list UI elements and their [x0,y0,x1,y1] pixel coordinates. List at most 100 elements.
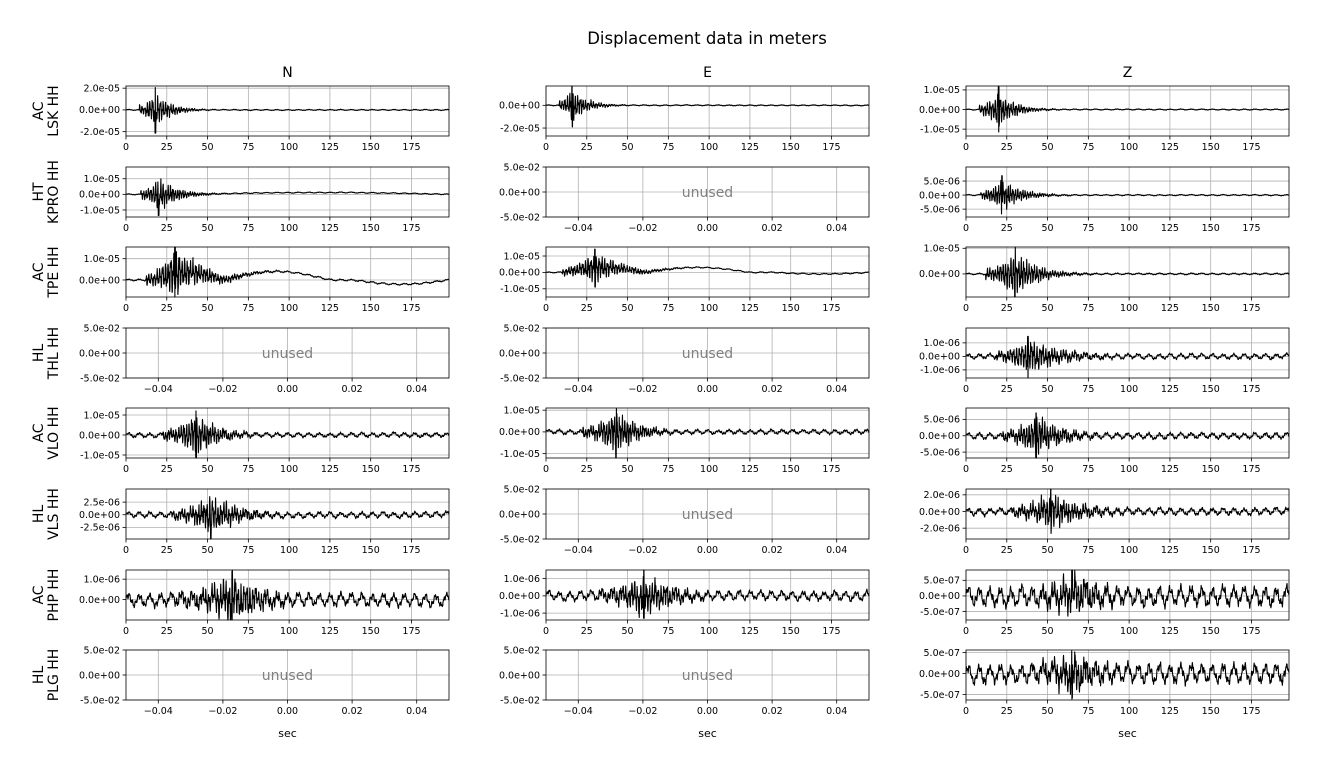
x-tick-label: 0.00 [277,706,298,717]
x-tick-label: 175 [1242,303,1260,314]
y-tick-label: -1.0e-06 [500,608,540,619]
row-label-network: HL [31,666,47,685]
y-tick-label: 0.0e+00 [919,591,960,602]
y-tick-label: 5.0e-07 [924,648,960,659]
panel-r0-c1: 0 25 50 75 100 125 150 175 -2.0e-05 0.0e+00 [499,85,870,153]
x-tick-label: 150 [782,626,800,637]
x-tick-label: 150 [362,223,380,234]
y-tick-label: -5.0e-07 [920,690,960,701]
panel-r0-c2: 0 25 50 75 100 125 150 175 -1.0e-05 0.0e+00 1.0e-0… [919,85,1290,153]
x-tick-label: 0.02 [762,223,783,234]
x-axis-label: sec [698,727,717,740]
x-tick-label: 0 [123,223,129,234]
x-tick-label: 50 [202,142,214,153]
row-label-2: AC TPE HH [31,246,62,298]
x-tick-label: 100 [280,545,298,556]
y-tick-label: 1.0e-05 [924,244,960,255]
axes-frame [965,569,1290,621]
row-label-4: AC VLO HH [31,406,62,459]
x-tick-label: 0.00 [697,545,718,556]
waveform-trace [545,569,870,619]
y-tick-label: 0.0e+00 [79,595,120,606]
y-tick-label: -1.0e-05 [80,205,120,216]
y-tick-label: 0.0e+00 [919,431,960,442]
x-tick-label: 150 [782,142,800,153]
y-tick-label: -5.0e-06 [920,447,960,458]
x-tick-label: 0 [963,464,969,475]
y-tick-label: 5.0e-02 [504,162,540,173]
x-tick-label: 50 [1042,384,1054,395]
unused-label: unused [682,507,733,523]
x-tick-label: −0.04 [564,706,593,717]
row-label-6: AC PHP HH [31,569,62,622]
waveform-trace [125,246,450,298]
x-tick-label: 100 [1120,626,1138,637]
row-label-7: HL PLG HH [31,649,62,702]
x-tick-label: 25 [581,464,593,475]
axes-frame [125,569,450,621]
y-tick-label: -2.0e-05 [80,127,120,138]
y-tick-label: 1.0e-05 [84,174,120,185]
x-tick-label: 125 [1161,464,1179,475]
x-tick-label: 50 [202,464,214,475]
x-tick-label: 100 [280,626,298,637]
x-tick-label: 100 [1120,223,1138,234]
figure-title: Displacement data in meters [587,29,827,48]
waveform-trace [965,246,1290,298]
x-tick-label: 125 [1161,303,1179,314]
waveform-trace [965,650,1290,700]
x-tick-label: 0.02 [762,706,783,717]
y-tick-label: -1.0e-06 [920,365,960,376]
x-tick-label: 0 [963,384,969,395]
x-tick-label: 0.04 [826,706,847,717]
x-tick-label: 175 [402,223,420,234]
x-tick-label: 25 [161,303,173,314]
y-tick-label: 5.0e-07 [924,576,960,587]
x-tick-label: 75 [1082,384,1094,395]
x-tick-label: 75 [1082,545,1094,556]
y-tick-label: -1.0e-05 [920,124,960,135]
x-tick-label: 75 [662,142,674,153]
x-tick-label: 100 [1120,303,1138,314]
unused-label: unused [682,668,733,684]
row-label-station: VLS HH [46,488,62,540]
axes-frame [965,649,1290,701]
x-tick-label: 50 [1042,464,1054,475]
axes-frame [965,488,1290,540]
x-tick-label: 75 [662,626,674,637]
x-tick-label: 125 [1161,626,1179,637]
axes-frame [545,246,870,298]
y-tick-label: -5.0e-02 [500,534,540,545]
panel-r4-c2: 0 25 50 75 100 125 150 175 -5.0e-06 0.0e+00 5.0e-0… [919,407,1290,475]
y-tick-label: -5.0e-02 [500,373,540,384]
x-tick-label: 0 [543,303,549,314]
y-tick-label: 0.0e+00 [79,105,120,116]
axes-frame [125,246,450,298]
x-tick-label: 0.04 [826,384,847,395]
x-tick-label: 175 [402,142,420,153]
x-tick-label: 50 [202,303,214,314]
panel-r2-c2: 0 25 50 75 100 125 150 175 0.0e+00 1.0e-05 [919,244,1290,314]
row-label-network: HT [31,182,47,202]
y-tick-label: 0.0e+00 [79,275,120,286]
x-tick-label: 150 [362,142,380,153]
x-tick-label: 100 [280,303,298,314]
x-tick-label: −0.02 [208,384,237,395]
x-tick-label: 150 [782,303,800,314]
x-tick-label: 50 [1042,223,1054,234]
row-label-station: TPE HH [46,246,62,298]
y-tick-label: 0.0e+00 [79,348,120,359]
x-tick-label: 0.04 [406,384,427,395]
x-tick-label: 0.02 [342,706,363,717]
y-tick-label: -5.0e-07 [920,607,960,618]
x-tick-label: 150 [1202,223,1220,234]
x-tick-label: 175 [822,303,840,314]
axes-frame [125,407,450,459]
panel-r2-c0: 0 25 50 75 100 125 150 175 0.0e+00 1.0e-05 [79,246,450,314]
x-tick-label: 50 [1042,303,1054,314]
x-tick-label: 0.00 [697,223,718,234]
axes-frame [965,85,1290,137]
x-tick-label: 175 [822,626,840,637]
x-tick-label: 0 [123,545,129,556]
x-tick-label: 100 [1120,384,1138,395]
